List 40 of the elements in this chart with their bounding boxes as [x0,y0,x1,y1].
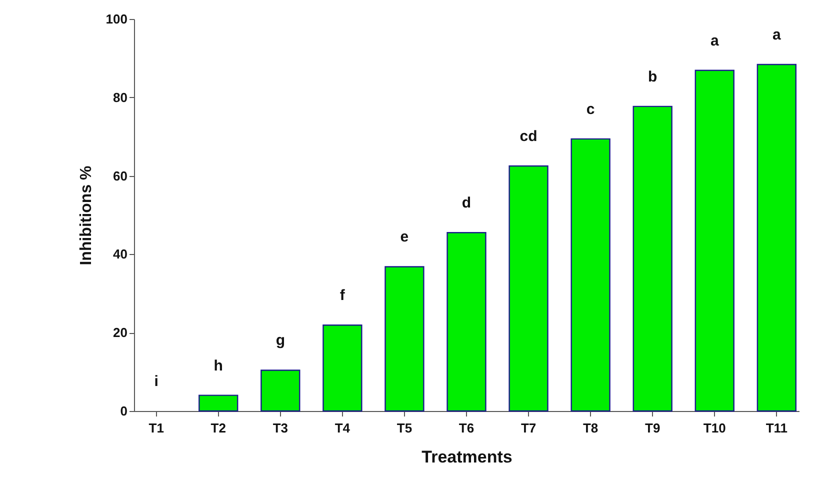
annotation: d [462,194,472,212]
annotation: f [340,287,346,304]
x-tick-label: T2 [210,420,226,436]
bar [508,165,548,412]
x-tick-label: T7 [520,420,536,436]
x-tick-label: T5 [396,420,412,436]
annotation: b [648,68,658,86]
y-tick-label: 60 [113,168,128,184]
bar [384,266,424,412]
annotation: e [400,228,409,246]
bar [260,370,300,412]
y-tick-label: 20 [113,325,128,340]
bar [756,64,796,412]
bar [570,138,610,412]
annotation: g [276,332,285,350]
annotation: a [710,32,720,50]
bar [446,232,486,412]
y-tick-label: 40 [113,246,128,262]
bar [694,70,734,412]
annotation: cd [520,128,538,145]
x-tick-label: T6 [458,420,474,436]
annotation: i [154,373,158,390]
y-tick-label: 100 [106,12,128,26]
x-tick-label: T8 [582,420,598,436]
annotation: a [772,26,782,44]
y-axis-title: Inhibitions % [78,166,95,266]
y-tick-label: 0 [120,404,128,418]
y-tick-label: 80 [113,90,128,105]
annotation: h [214,357,223,374]
x-tick-label: T11 [766,420,788,436]
x-tick-label: T9 [645,420,660,436]
bar [632,106,672,412]
bar [198,394,238,412]
x-tick-label: T4 [334,420,351,436]
bar [322,324,362,412]
x-tick-label: T10 [703,420,726,436]
x-tick-label: T3 [272,420,288,436]
annotation: c [586,100,595,118]
x-tick-label: T1 [148,420,164,436]
x-axis-title: Treatments [422,448,512,466]
